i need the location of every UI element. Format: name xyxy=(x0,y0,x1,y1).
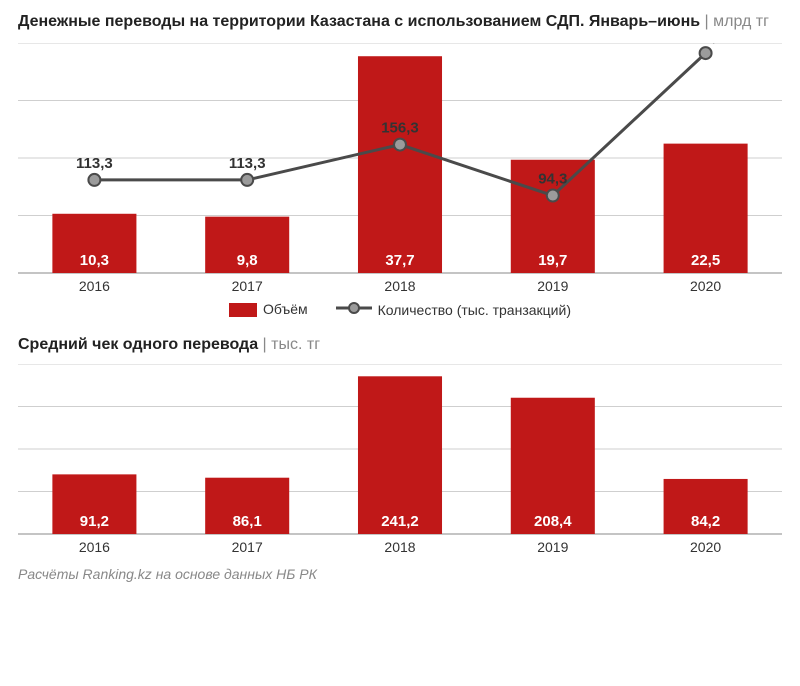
chart2-bar-label: 84,2 xyxy=(691,513,720,530)
chart2-category: 2016 xyxy=(79,539,110,555)
chart1-marker xyxy=(394,138,406,150)
chart1-marker xyxy=(700,47,712,59)
chart2-bar xyxy=(358,376,442,534)
chart1-line-label: 156,3 xyxy=(381,119,419,136)
legend-bar: Объём xyxy=(229,301,308,317)
chart1-svg: 10,3 9,8 37,7 19,7 22,5 113,3 113,3 156,3 94,3 26… xyxy=(18,43,782,295)
chart1-title-sub: млрд тг xyxy=(713,13,769,30)
chart1-legend: Объём Количество (тыс. транзакций) xyxy=(18,301,782,318)
legend-line: Количество (тыс. транзакций) xyxy=(336,301,571,318)
chart2: 91,2 86,1 241,2 208,4 84,2 2016 2017 2018 2019 20… xyxy=(18,364,782,556)
chart1-category: 2019 xyxy=(537,278,568,294)
legend-bar-label: Объём xyxy=(263,301,308,317)
chart1-bar-label: 9,8 xyxy=(237,252,258,269)
chart1-line-label: 113,3 xyxy=(76,155,113,172)
chart1-category: 2020 xyxy=(690,278,721,294)
chart1-category: 2016 xyxy=(79,278,110,294)
chart2-category: 2020 xyxy=(690,539,721,555)
chart2-title: Средний чек одного перевода | тыс. тг xyxy=(18,336,782,354)
chart2-title-main: Средний чек одного перевода xyxy=(18,336,258,353)
chart1: 10,3 9,8 37,7 19,7 22,5 113,3 113,3 156,3 94,3 26… xyxy=(18,43,782,295)
chart2-bar-label: 241,2 xyxy=(381,513,419,530)
chart1-marker xyxy=(547,189,559,201)
chart1-marker xyxy=(88,174,100,186)
legend-bar-swatch xyxy=(229,303,257,317)
chart2-bar-label: 208,4 xyxy=(534,513,572,530)
chart1-title-main: Денежные переводы на территории Казастан… xyxy=(18,13,700,30)
chart1-bar xyxy=(358,56,442,273)
chart1-title-sep: | xyxy=(700,13,713,30)
chart1-line-label: 94,3 xyxy=(538,170,567,187)
chart1-bar-label: 37,7 xyxy=(385,252,414,269)
chart1-category: 2018 xyxy=(384,278,415,294)
chart1-title: Денежные переводы на территории Казастан… xyxy=(18,12,782,33)
chart2-category: 2019 xyxy=(537,539,568,555)
chart2-category: 2018 xyxy=(384,539,415,555)
chart2-bar-label: 86,1 xyxy=(233,513,262,530)
chart1-bar-label: 22,5 xyxy=(691,252,720,269)
chart2-title-sep: | xyxy=(258,336,271,353)
chart1-bar-label: 19,7 xyxy=(538,252,567,269)
footnote: Расчёты Ranking.kz на основе данных НБ Р… xyxy=(18,566,782,582)
chart2-svg: 91,2 86,1 241,2 208,4 84,2 2016 2017 2018 2019 20… xyxy=(18,364,782,556)
chart2-category: 2017 xyxy=(232,539,263,555)
chart1-line-label: 267,7 xyxy=(687,43,725,45)
chart1-category: 2017 xyxy=(232,278,263,294)
chart2-bar-label: 91,2 xyxy=(80,513,109,530)
chart1-marker xyxy=(241,174,253,186)
chart1-bar-label: 10,3 xyxy=(80,252,109,269)
chart1-line-label: 113,3 xyxy=(229,155,266,172)
legend-line-label: Количество (тыс. транзакций) xyxy=(378,302,571,318)
legend-line-swatch xyxy=(336,301,372,315)
chart2-title-sub: тыс. тг xyxy=(271,336,320,353)
